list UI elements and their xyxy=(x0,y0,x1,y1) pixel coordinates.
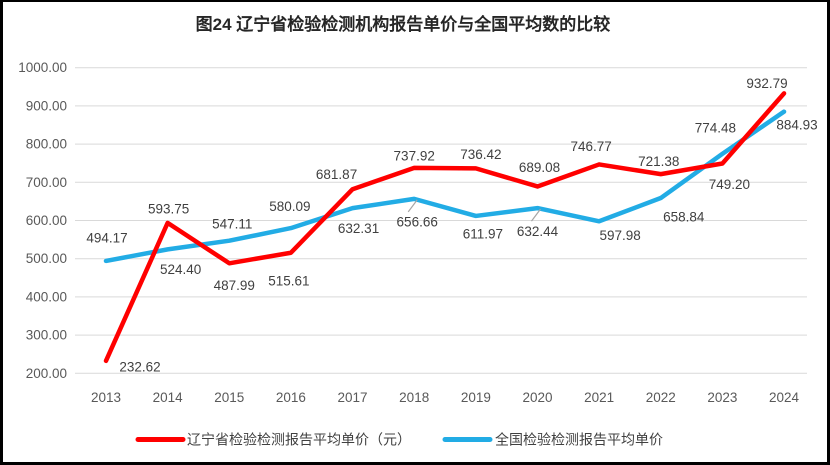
chart-title: 图24 辽宁省检验检测机构报告单价与全国平均数的比较 xyxy=(196,14,611,34)
x-axis-label: 2018 xyxy=(399,390,429,405)
data-label: 736.42 xyxy=(460,147,501,162)
data-label-leader-line xyxy=(530,208,541,222)
frame-border-bottom xyxy=(0,462,830,465)
data-label: 721.38 xyxy=(638,154,679,169)
data-label: 932.79 xyxy=(746,76,787,91)
data-label: 656.66 xyxy=(397,215,438,230)
y-axis-tick-label: 300.00 xyxy=(26,328,67,343)
x-axis-label: 2020 xyxy=(522,390,552,405)
data-label: 689.08 xyxy=(519,160,560,175)
data-label: 749.20 xyxy=(709,177,750,192)
y-axis-tick-label: 600.00 xyxy=(26,213,67,228)
data-label: 597.98 xyxy=(599,228,640,243)
x-axis-label: 2019 xyxy=(461,390,491,405)
y-axis-tick-label: 400.00 xyxy=(26,289,67,304)
data-label: 884.93 xyxy=(776,117,817,132)
data-label: 632.31 xyxy=(338,221,379,236)
x-axis-label: 2017 xyxy=(338,390,368,405)
data-label: 524.40 xyxy=(160,262,201,277)
x-axis-label: 2015 xyxy=(214,390,244,405)
x-axis-label: 2013 xyxy=(91,390,121,405)
x-axis-label: 2014 xyxy=(153,390,184,405)
data-label-leader-line xyxy=(407,199,418,213)
legend: 辽宁省检验检测报告平均单价（元） 全国检验检测报告平均单价 xyxy=(135,432,663,448)
x-axis-label: 2024 xyxy=(769,390,800,405)
data-label: 774.48 xyxy=(695,121,736,136)
data-label: 593.75 xyxy=(148,202,189,217)
x-axis-label: 2023 xyxy=(707,390,737,405)
data-label: 681.87 xyxy=(316,167,357,182)
data-label: 515.61 xyxy=(268,273,309,288)
legend-label-national: 全国检验检测报告平均单价 xyxy=(495,432,663,448)
data-label: 580.09 xyxy=(269,199,310,214)
y-axis-tick-label: 900.00 xyxy=(26,98,67,113)
data-label: 494.17 xyxy=(86,231,127,246)
y-axis-tick-label: 1000.00 xyxy=(18,60,67,75)
y-axis-tick-label: 700.00 xyxy=(26,175,67,190)
frame-border-left xyxy=(0,0,3,465)
x-axis-ticks-layer: 2013 2014 2015 2016 2017 2018 2019 2020 2021 2022… xyxy=(91,390,800,405)
y-axis-tick-label: 800.00 xyxy=(26,137,67,152)
series-line-national xyxy=(103,109,787,264)
data-label: 487.99 xyxy=(214,278,255,293)
y-axis-ticks-layer: 1000.00 900.00 800.00 700.00 600.00 500.00 400… xyxy=(18,60,67,381)
x-axis-label: 2016 xyxy=(276,390,306,405)
series-layer xyxy=(103,91,787,364)
data-labels-layer: 232.62 593.75 487.99 515.61 681.87 737.92 736.… xyxy=(86,76,817,374)
y-axis-tick-label: 500.00 xyxy=(26,251,67,266)
gridlines-layer xyxy=(75,67,807,374)
frame-border-right xyxy=(827,0,830,465)
data-label: 658.84 xyxy=(663,210,705,225)
data-label: 611.97 xyxy=(463,227,503,242)
data-label: 632.44 xyxy=(517,224,559,239)
y-axis-tick-label: 200.00 xyxy=(26,366,67,381)
x-axis-label: 2022 xyxy=(646,390,676,405)
data-label: 232.62 xyxy=(119,360,160,375)
series-line-liaoning xyxy=(103,91,787,364)
data-label: 547.11 xyxy=(212,216,252,231)
data-label: 737.92 xyxy=(394,149,435,164)
legend-label-liaoning: 辽宁省检验检测报告平均单价（元） xyxy=(187,432,411,448)
frame-border-top xyxy=(0,0,830,2)
x-axis-label: 2021 xyxy=(584,390,614,405)
data-label: 746.77 xyxy=(570,139,611,154)
